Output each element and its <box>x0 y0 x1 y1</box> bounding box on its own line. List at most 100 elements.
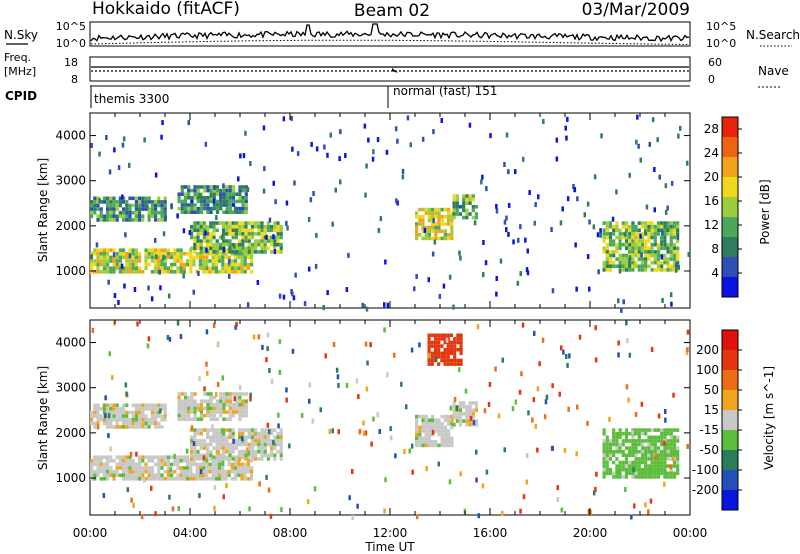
echo-cell <box>221 462 225 467</box>
echo-cell <box>196 228 200 233</box>
echo-cell <box>244 228 248 233</box>
echo-cell <box>102 255 106 260</box>
echo-cell <box>202 255 206 260</box>
echo-cell <box>183 406 188 411</box>
echo-cell <box>122 477 126 481</box>
echo-cell <box>134 266 138 270</box>
echo-cell <box>144 417 148 422</box>
echo-cell <box>234 459 238 463</box>
echo-cell <box>215 199 220 204</box>
echo-cell <box>624 460 629 465</box>
echo-cell <box>211 466 215 470</box>
echo-cell <box>154 210 158 215</box>
echo-cell <box>131 252 135 256</box>
echo-cell <box>115 462 119 467</box>
echo-cell <box>195 477 199 481</box>
echo-cell <box>355 378 359 384</box>
echo-cell <box>628 439 632 443</box>
y-tick-label: 4000 <box>55 129 86 143</box>
echo-cell <box>141 455 145 459</box>
echo-cell <box>193 250 197 254</box>
echo-cell <box>177 392 181 396</box>
echo-cell <box>656 232 661 236</box>
echo-cell <box>144 259 148 263</box>
echo-cell <box>257 250 261 254</box>
echo-cell <box>556 485 559 491</box>
echo-cell <box>147 214 151 219</box>
echo-cell <box>468 404 472 409</box>
echo-cell <box>400 381 403 387</box>
echo-cell <box>279 453 283 458</box>
echo-cell <box>525 267 529 273</box>
echo-cell <box>365 386 369 392</box>
echo-cell <box>90 414 94 418</box>
echo-cell <box>179 473 183 477</box>
echo-cell <box>456 337 460 341</box>
echo-cell <box>323 144 326 150</box>
echo-cell <box>218 255 222 260</box>
echo-cell <box>179 248 183 252</box>
echo-cell <box>676 257 680 261</box>
colorbar-swatch <box>722 370 738 391</box>
echo-cell <box>637 460 641 465</box>
echo-cell <box>120 263 124 269</box>
echo-cell <box>118 270 122 274</box>
echo-cell <box>96 403 100 408</box>
echo-cell <box>131 469 135 474</box>
echo-cell <box>112 207 116 211</box>
echo-cell <box>647 235 651 240</box>
echo-cell <box>218 466 222 470</box>
echo-cell <box>257 457 261 461</box>
echo-cell <box>634 475 638 479</box>
echo-cell <box>183 199 188 204</box>
echo-cell <box>279 228 283 233</box>
echo-cell <box>618 435 622 440</box>
echo-cell <box>190 435 194 440</box>
echo-cell <box>237 473 241 477</box>
echo-cell <box>218 457 222 461</box>
echo-cell <box>241 435 244 441</box>
echo-cell <box>650 471 654 476</box>
echo-cell <box>266 457 270 461</box>
echo-cell <box>192 462 196 467</box>
echo-cell <box>474 205 479 209</box>
echo-cell <box>234 473 238 477</box>
echo-cell <box>640 250 645 254</box>
echo-cell <box>433 347 438 352</box>
echo-cell <box>190 235 194 240</box>
echo-cell <box>214 270 218 274</box>
echo-cell <box>235 321 238 327</box>
echo-cell <box>128 477 132 481</box>
echo-cell <box>608 232 613 236</box>
echo-cell <box>212 246 216 251</box>
echo-cell <box>150 455 154 459</box>
echo-cell <box>495 276 498 281</box>
echo-cell <box>650 246 654 251</box>
echo-cell <box>663 224 667 229</box>
echo-cell <box>437 432 441 437</box>
echo-cell <box>118 407 122 411</box>
echo-cell <box>241 239 245 243</box>
echo-cell <box>575 286 578 292</box>
echo-cell <box>615 235 619 240</box>
echo-cell <box>234 477 238 481</box>
echo-cell <box>453 347 457 352</box>
echo-cell <box>180 399 184 403</box>
echo-cell <box>250 259 254 263</box>
echo-cell <box>189 270 193 274</box>
echo-cell <box>443 207 447 212</box>
echo-cell <box>159 285 162 291</box>
echo-cell <box>183 417 188 421</box>
echo-cell <box>221 466 225 470</box>
echo-cell <box>96 255 100 260</box>
echo-cell <box>224 252 228 256</box>
echo-cell <box>503 447 506 453</box>
echo-cell <box>234 446 238 450</box>
echo-cell <box>134 270 138 274</box>
echo-cell <box>118 210 122 215</box>
echo-cell <box>203 399 207 403</box>
echo-cell <box>182 266 186 270</box>
echo-cell <box>231 203 236 207</box>
echo-cell <box>666 446 670 450</box>
